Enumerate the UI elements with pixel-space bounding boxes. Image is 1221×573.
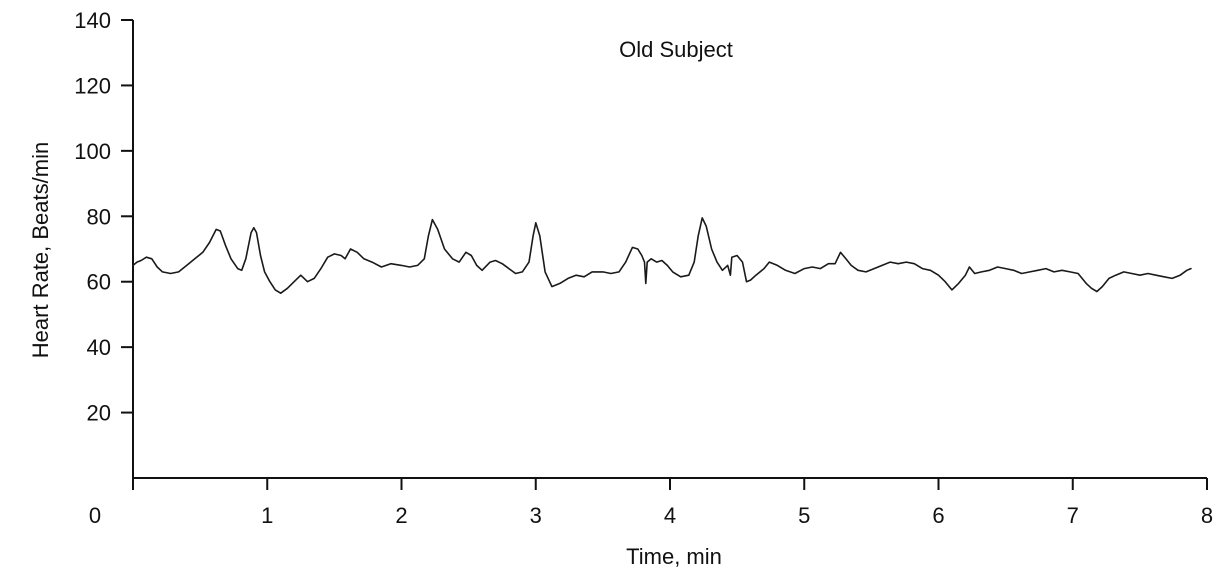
x-tick-label: 1 [261, 503, 273, 528]
y-axis: 20 40 60 80 100 120 140 [74, 8, 134, 478]
y-tick-label: 80 [87, 204, 111, 229]
heart-rate-series-line [132, 217, 1192, 294]
x-tick-label: 7 [1067, 503, 1079, 528]
x-tick-label: 5 [798, 503, 810, 528]
y-tick-label: 100 [74, 139, 111, 164]
x-tick-label: 3 [530, 503, 542, 528]
y-tick-label: 20 [87, 401, 111, 426]
y-tick-label: 40 [87, 335, 111, 360]
x-axis-title: Time, min [626, 544, 722, 569]
x-tick-label: 2 [395, 503, 407, 528]
y-tick-label: 60 [87, 270, 111, 295]
x-tick-label: 6 [932, 503, 944, 528]
x-tick-label: 8 [1201, 503, 1213, 528]
y-tick-label: 120 [74, 73, 111, 98]
chart-title: Old Subject [619, 37, 733, 62]
y-axis-title: Heart Rate, Beats/min [28, 142, 53, 358]
y-tick-label: 140 [74, 8, 111, 33]
series-layer [132, 217, 1192, 294]
x-tick-label: 0 [89, 503, 101, 528]
x-tick-label: 4 [664, 503, 676, 528]
x-axis: 0 1 2 3 4 5 6 7 8 [89, 477, 1213, 528]
